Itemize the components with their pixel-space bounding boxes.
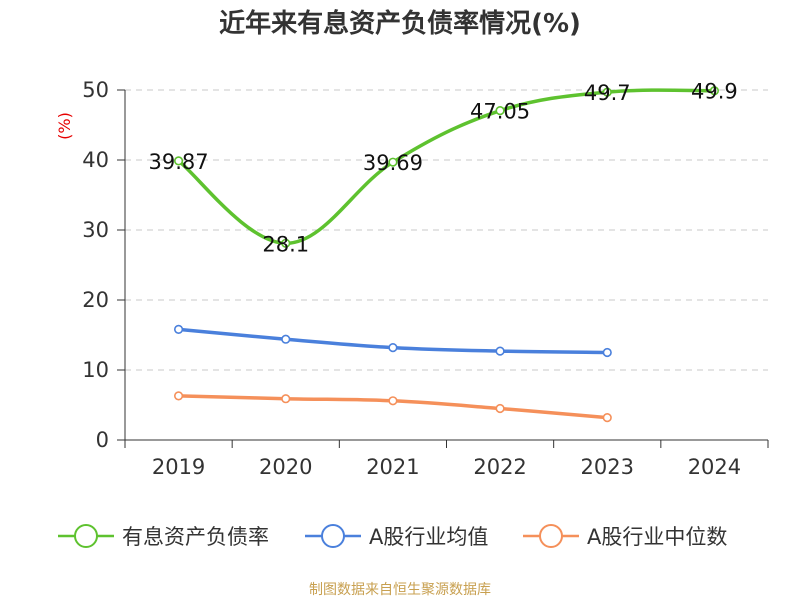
legend-label: A股行业均值 (369, 525, 488, 549)
x-tick-label: 2022 (473, 455, 526, 479)
data-point (173, 391, 184, 401)
series-0 (173, 86, 720, 248)
data-point (388, 157, 398, 167)
legend-marker-icon (74, 524, 98, 548)
legend-marker-icon (539, 524, 563, 548)
x-tick-label: 2023 (581, 455, 634, 479)
data-point (495, 106, 505, 116)
data-label: 28.1 (262, 232, 309, 256)
y-tick-label: 30 (82, 218, 109, 242)
series-line (177, 88, 715, 246)
data-point (602, 87, 612, 97)
y-tick-label: 40 (82, 148, 109, 172)
x-tick-label: 2020 (259, 455, 312, 479)
data-point (281, 334, 291, 344)
series-2 (173, 391, 612, 423)
x-tick-label: 2024 (688, 455, 741, 479)
y-tick-label: 10 (82, 358, 109, 382)
data-source-note: 制图数据来自恒生聚源数据库 (309, 582, 491, 598)
data-point (709, 86, 720, 96)
legend-item-1: A股行业均值 (305, 524, 488, 549)
y-tick-label: 50 (82, 78, 109, 102)
data-label: 49.9 (691, 80, 738, 104)
data-point (495, 403, 505, 414)
data-label: 49.7 (584, 81, 631, 105)
series-layer (173, 86, 720, 423)
legend-marker-icon (321, 524, 345, 548)
data-label: 47.05 (470, 100, 530, 124)
legend-label: A股行业中位数 (587, 525, 727, 549)
x-tick-label: 2019 (152, 455, 205, 479)
y-tick-label: 0 (96, 428, 109, 452)
series-1 (173, 324, 612, 358)
grid-lines (125, 89, 768, 371)
legend-label: 有息资产负债率 (122, 525, 269, 549)
data-point (281, 394, 291, 404)
data-point (388, 396, 398, 406)
x-tick-label: 2021 (366, 455, 419, 479)
data-point (281, 238, 291, 248)
data-point (388, 343, 398, 353)
legend: 有息资产负债率 A股行业均值 A股行业中位数 (58, 524, 727, 549)
y-tick-label: 20 (82, 288, 109, 312)
data-point (173, 156, 184, 166)
data-label: 39.69 (363, 151, 423, 175)
data-labels: 39.87 28.1 39.69 47.05 49.7 49.9 (149, 80, 738, 257)
legend-item-2: A股行业中位数 (523, 524, 727, 549)
data-label: 39.87 (149, 150, 209, 174)
data-point (495, 346, 505, 356)
y-axis-unit-label: (%) (55, 112, 74, 140)
chart-title: 近年来有息资产负债率情况(%) (219, 8, 581, 39)
axes: 0 10 20 30 40 50 2019 2020 2021 2022 2023 2024 (82, 78, 769, 479)
data-point (173, 324, 184, 335)
data-point (602, 347, 612, 358)
legend-item-0: 有息资产负债率 (58, 524, 269, 549)
data-point (602, 413, 612, 423)
